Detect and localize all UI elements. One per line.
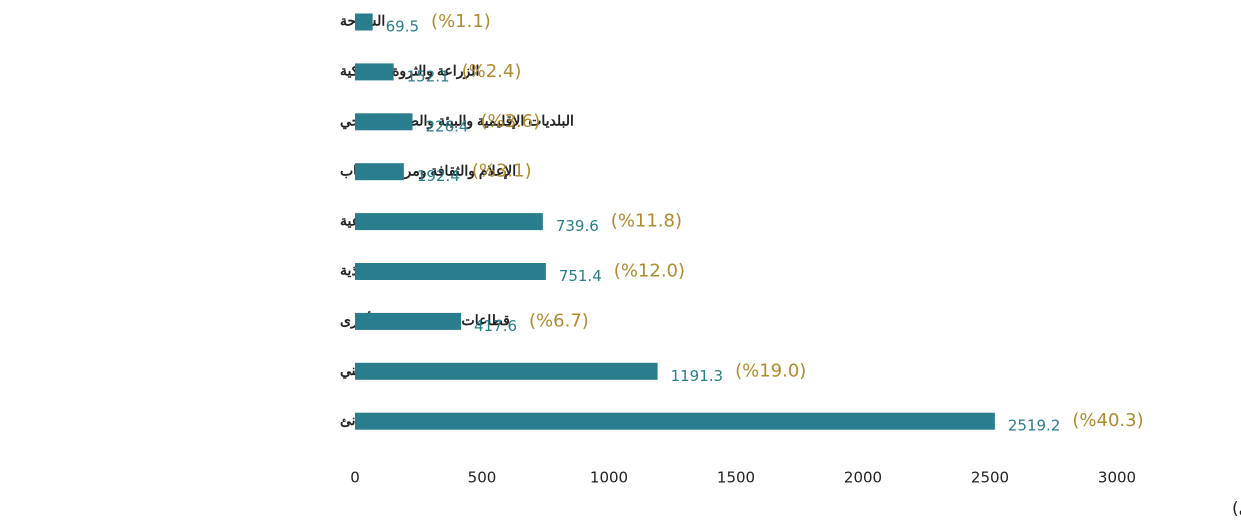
percent-label: (%40.3) xyxy=(1072,410,1143,431)
bar xyxy=(355,312,462,330)
bar xyxy=(355,63,394,81)
percent-label: (%2.4) xyxy=(462,61,522,82)
percent-label: (%3.1) xyxy=(472,161,532,182)
bar xyxy=(355,163,404,181)
percent-label: (%11.8) xyxy=(611,211,682,232)
x-tick-label: 1000 xyxy=(590,469,628,487)
percent-label: (%19.0) xyxy=(735,360,806,381)
value-label: 751.4 xyxy=(559,267,602,285)
x-tick-label: 500 xyxy=(468,469,497,487)
x-tick-label: 3000 xyxy=(1098,469,1136,487)
bar xyxy=(355,213,543,231)
bar xyxy=(355,13,373,31)
x-tick-label: 2000 xyxy=(844,469,882,487)
bar xyxy=(355,113,413,131)
value-label: 152.1 xyxy=(407,67,450,85)
bar xyxy=(355,263,546,280)
value-label: 226.4 xyxy=(426,117,469,135)
value-label: 739.6 xyxy=(556,217,599,235)
x-axis-label: (مليون ريال عماني) xyxy=(1232,499,1241,519)
x-tick-label: 0 xyxy=(350,469,360,487)
value-label: 69.5 xyxy=(386,18,419,36)
value-label: 192.4 xyxy=(417,167,460,185)
percent-label: (%6.7) xyxy=(529,310,589,331)
x-tick-label: 2500 xyxy=(971,469,1009,487)
percent-label: (%1.1) xyxy=(431,11,491,32)
percent-label: (%3.6) xyxy=(480,111,540,132)
value-label: 2519.2 xyxy=(1008,417,1060,435)
bar xyxy=(355,362,658,380)
value-label: 417.6 xyxy=(474,317,517,335)
bar xyxy=(355,412,995,430)
x-tick-label: 1500 xyxy=(717,469,755,487)
value-label: 1191.3 xyxy=(671,367,724,385)
percent-label: (%12.0) xyxy=(614,261,685,282)
